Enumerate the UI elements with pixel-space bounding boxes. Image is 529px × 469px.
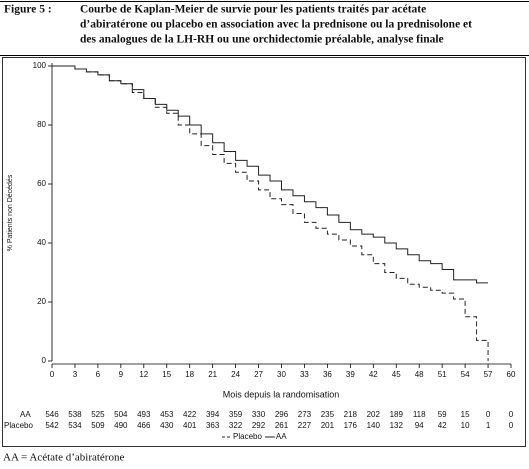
x-tick-label: 21 (208, 370, 217, 379)
risk-count: 401 (183, 421, 197, 430)
risk-count: 330 (252, 410, 266, 419)
risk-count: 542 (45, 421, 59, 430)
risk-count: 0 (509, 410, 514, 419)
x-tick-label: 36 (323, 370, 332, 379)
caption-line: des analogues de la LH-RH ou une orchide… (80, 34, 444, 46)
x-tick-label: 33 (300, 370, 309, 379)
risk-count: 394 (206, 410, 220, 419)
risk-count: 235 (321, 410, 335, 419)
y-tick-label: 0 (42, 356, 47, 365)
x-tick-label: 27 (254, 370, 263, 379)
y-tick-label: 100 (33, 61, 47, 70)
caption-line: d’abiratérone ou placebo en association … (80, 19, 472, 31)
risk-count: 118 (413, 410, 426, 419)
risk-count: 1 (486, 421, 491, 430)
risk-count: 538 (68, 410, 82, 419)
legend-label: AA (276, 432, 287, 441)
x-tick-label: 42 (369, 370, 378, 379)
risk-count: 504 (114, 410, 128, 419)
risk-count: 296 (275, 410, 289, 419)
x-tick-label: 18 (185, 370, 194, 379)
risk-count: 430 (160, 421, 174, 430)
risk-count: 189 (390, 410, 404, 419)
x-tick-label: 12 (139, 370, 148, 379)
risk-count: 322 (229, 421, 243, 430)
risk-count: 490 (114, 421, 128, 430)
x-tick-label: 45 (392, 370, 401, 379)
risk-count: 218 (344, 410, 358, 419)
risk-count: 42 (438, 421, 447, 430)
y-tick-label: 80 (37, 120, 46, 129)
risk-count: 94 (415, 421, 424, 430)
risk-count: 546 (45, 410, 59, 419)
footnote: AA = Acétate d’abiratérone (3, 452, 124, 464)
risk-count: 15 (461, 410, 470, 419)
risk-count: 261 (275, 421, 289, 430)
y-tick-label: 40 (37, 238, 46, 247)
y-axis-label: % Patients non Décédés (7, 174, 14, 251)
risk-row-label: AA (20, 410, 31, 419)
risk-count: 422 (183, 410, 197, 419)
x-tick-label: 51 (438, 370, 447, 379)
x-tick-label: 39 (346, 370, 355, 379)
risk-count: 201 (321, 421, 335, 430)
survival-curve (52, 65, 489, 284)
x-tick-label: 57 (484, 370, 493, 379)
risk-count: 453 (160, 410, 174, 419)
risk-count: 534 (68, 421, 82, 430)
y-tick-label: 60 (37, 179, 46, 188)
chart-frame (2, 57, 526, 447)
risk-count: 359 (229, 410, 243, 419)
risk-count: 10 (461, 421, 470, 430)
risk-row-label: Placebo (4, 421, 33, 430)
risk-count: 202 (367, 410, 381, 419)
risk-count: 363 (206, 421, 220, 430)
x-tick-label: 9 (119, 370, 124, 379)
x-tick-label: 15 (162, 370, 171, 379)
risk-count: 509 (91, 421, 105, 430)
x-tick-label: 30 (277, 370, 286, 379)
x-tick-label: 48 (415, 370, 424, 379)
survival-curve (52, 65, 489, 361)
x-tick-label: 54 (461, 370, 470, 379)
risk-count: 292 (252, 421, 266, 430)
risk-count: 176 (344, 421, 358, 430)
risk-count: 0 (509, 421, 514, 430)
risk-count: 0 (486, 410, 491, 419)
risk-count: 466 (137, 421, 151, 430)
risk-count: 273 (298, 410, 312, 419)
figure-label: Figure 5 : (4, 4, 52, 16)
risk-count: 59 (438, 410, 447, 419)
legend-label: Placebo (233, 432, 262, 441)
x-tick-label: 3 (73, 370, 78, 379)
risk-count: 132 (390, 421, 404, 430)
x-tick-label: 0 (50, 370, 55, 379)
caption-line: Courbe de Kaplan-Meier de survie pour le… (80, 4, 426, 16)
x-tick-label: 60 (507, 370, 516, 379)
x-axis-label: Mois depuis la randomisation (223, 389, 340, 399)
x-tick-label: 24 (231, 370, 240, 379)
risk-count: 525 (91, 410, 105, 419)
risk-count: 493 (137, 410, 151, 419)
risk-count: 227 (298, 421, 312, 430)
y-tick-label: 20 (37, 297, 46, 306)
x-tick-label: 6 (96, 370, 101, 379)
risk-count: 140 (367, 421, 381, 430)
